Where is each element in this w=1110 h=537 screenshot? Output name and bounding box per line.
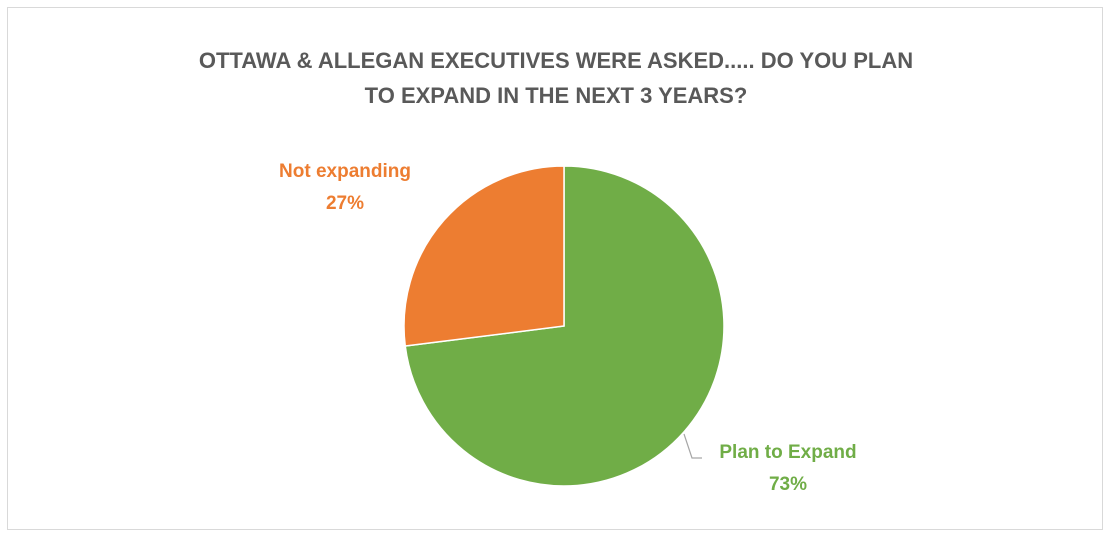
data-label-not-expanding-name: Not expanding: [279, 161, 411, 182]
chart-title-line-2: TO EXPAND IN THE NEXT 3 YEARS?: [364, 83, 748, 108]
leader-line-plan-to-expand: [683, 433, 702, 459]
data-label-plan-to-expand-value: 73%: [769, 474, 807, 495]
data-label-not-expanding-value: 27%: [326, 193, 364, 214]
data-label-plan-to-expand-name: Plan to Expand: [719, 442, 856, 463]
pie-slices: [403, 165, 725, 487]
pie-slice-not-expanding: [403, 165, 565, 347]
chart-title: OTTAWA & ALLEGAN EXECUTIVES WERE ASKED..…: [8, 43, 1104, 113]
chart-title-line-1: OTTAWA & ALLEGAN EXECUTIVES WERE ASKED..…: [198, 48, 914, 73]
